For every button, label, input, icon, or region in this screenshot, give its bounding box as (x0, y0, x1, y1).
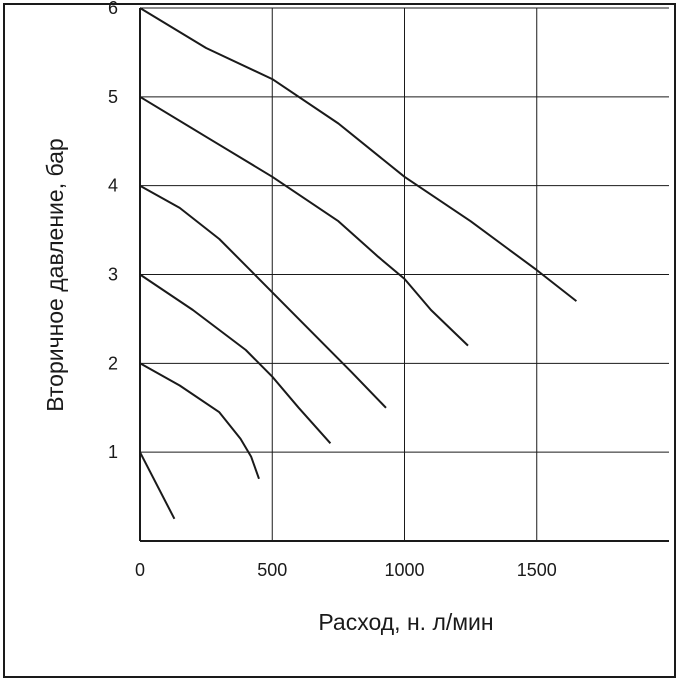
y-axis-title: Вторичное давление, бар (42, 138, 68, 411)
series-line-1 (139, 451, 176, 520)
x-tick-label: 0 (135, 560, 145, 580)
x-axis-title: Расход, н. л/мин (318, 609, 493, 635)
y-tick-label: 3 (108, 265, 118, 285)
series-lines (139, 7, 578, 520)
grid (140, 7, 669, 541)
y-tick-label: 5 (108, 87, 118, 107)
series-line-6 (139, 7, 578, 302)
x-tick-label: 1500 (517, 560, 557, 580)
y-tick-label: 4 (108, 176, 118, 196)
y-tick-label: 1 (108, 442, 118, 462)
series-line-2 (139, 362, 260, 480)
chart-frame (3, 3, 676, 678)
series-line-3 (139, 273, 332, 444)
series-line-5 (139, 95, 469, 347)
series-line-4 (139, 184, 387, 409)
y-tick-label: 2 (108, 353, 118, 373)
x-tick-labels: 0 500 1000 1500 (135, 560, 557, 580)
y-tick-label: 6 (108, 0, 118, 18)
x-tick-label: 500 (257, 560, 287, 580)
x-tick-label: 1000 (384, 560, 424, 580)
y-tick-labels: 1 2 3 4 5 6 (108, 0, 118, 462)
